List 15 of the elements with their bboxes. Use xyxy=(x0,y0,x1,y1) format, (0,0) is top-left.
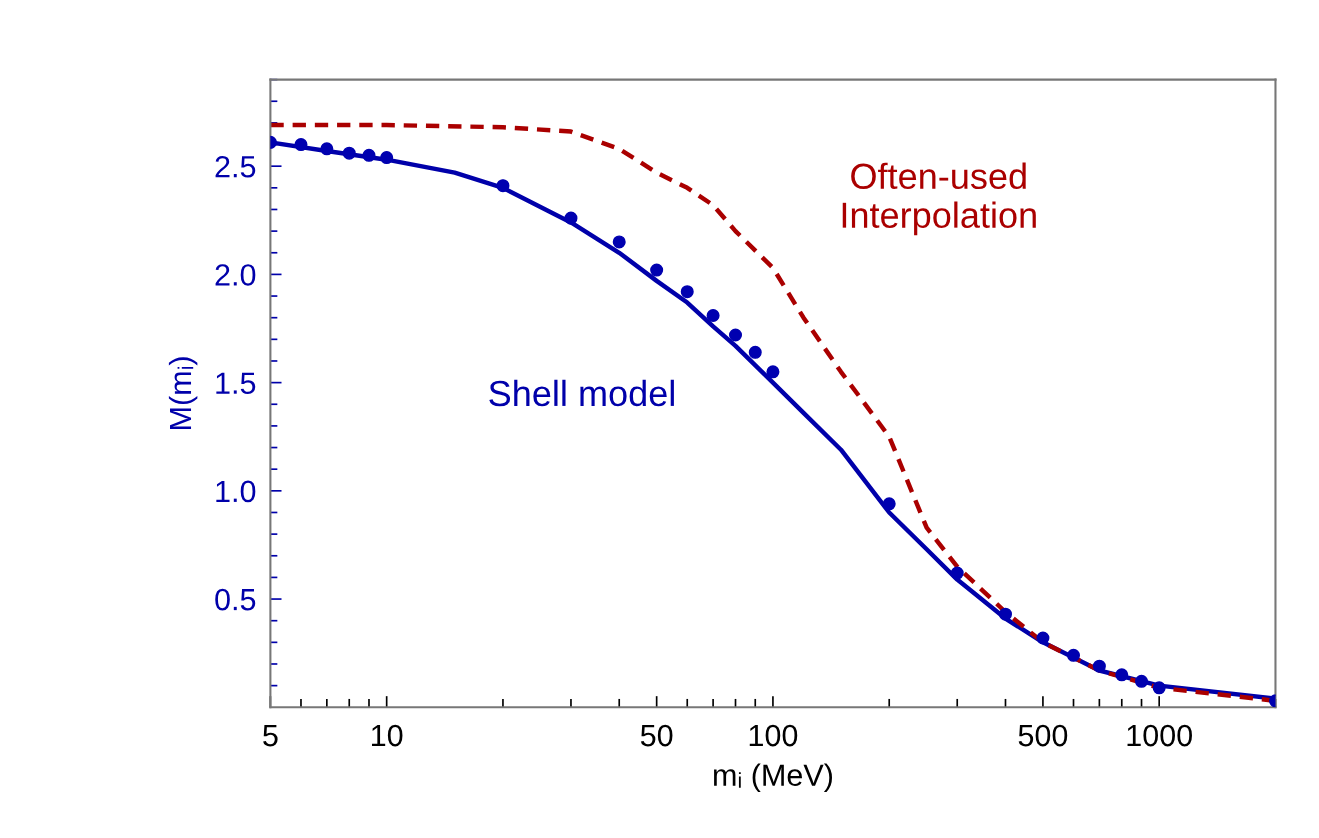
y-tick-label: 2.5 xyxy=(215,155,256,178)
annotation: Often-used Interpolation xyxy=(842,162,1036,236)
y-axis-title: M(mᵢ) xyxy=(168,357,198,429)
x-tick-label: 100 xyxy=(749,724,798,747)
x-axis-title: mᵢ (MeV) xyxy=(714,763,832,792)
x-tick-label: 50 xyxy=(640,724,673,747)
y-tick-label: 0.5 xyxy=(215,588,256,611)
x-tick-label: 10 xyxy=(372,724,403,747)
x-tick-label: 5 xyxy=(263,725,278,747)
y-tick-label: 2.0 xyxy=(215,264,256,286)
annotation: Shell model xyxy=(489,379,674,407)
x-tick-label: 1000 xyxy=(1127,724,1192,747)
x-tick-label: 500 xyxy=(1018,724,1068,747)
y-tick-label: 1.5 xyxy=(216,372,256,394)
y-tick-label: 1.0 xyxy=(216,480,256,503)
